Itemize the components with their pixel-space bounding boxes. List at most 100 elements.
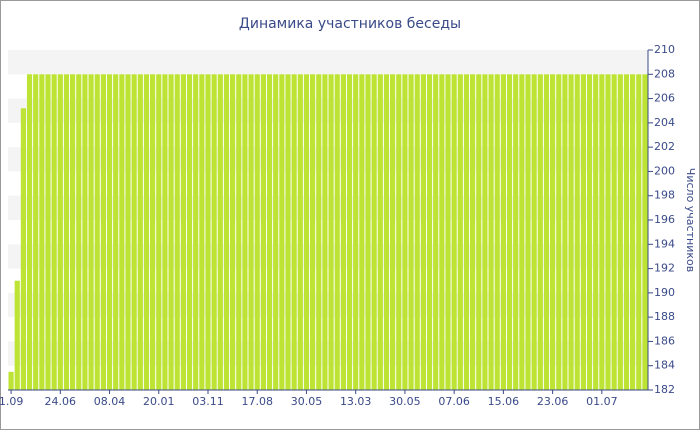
bar: [377, 74, 383, 391]
bar: [137, 74, 143, 391]
y-tick-label: 186: [654, 334, 675, 347]
bar: [113, 74, 119, 391]
y-tick-label: 210: [654, 43, 675, 56]
bar: [353, 74, 359, 391]
y-tick-label: 198: [654, 189, 675, 202]
bar: [119, 74, 125, 391]
bar: [599, 74, 605, 391]
bar: [426, 74, 433, 391]
bar: [322, 74, 328, 391]
bar: [617, 74, 623, 391]
bar: [254, 74, 260, 391]
x-tick-label: 30.05: [389, 395, 421, 408]
bar: [193, 74, 199, 391]
y-axis-label: Число участников: [684, 168, 697, 272]
bar: [642, 74, 648, 391]
bar: [266, 74, 273, 391]
bar: [537, 74, 543, 391]
bar: [482, 74, 488, 391]
bar: [519, 74, 525, 391]
bar: [186, 74, 193, 391]
bar: [439, 74, 445, 391]
y-tick-label: 196: [654, 213, 675, 226]
bar: [33, 74, 39, 391]
bar: [291, 74, 297, 391]
bar: [457, 74, 463, 391]
x-tick-label: 03.11: [192, 395, 224, 408]
bar: [63, 74, 70, 391]
bar: [328, 74, 334, 391]
bar: [57, 74, 63, 391]
bar: [623, 74, 630, 391]
x-tick-label: 08.04: [94, 395, 126, 408]
bar: [45, 74, 51, 391]
x-tick-label: 15.06: [488, 395, 520, 408]
bar: [70, 74, 76, 391]
x-tick-label: 24.06: [45, 395, 77, 408]
bar: [217, 74, 223, 391]
bar: [39, 74, 45, 391]
bar: [162, 74, 168, 391]
bar: [636, 74, 642, 391]
y-tick-label: 204: [654, 116, 675, 129]
bar: [463, 74, 470, 391]
bar: [297, 74, 303, 391]
bar: [260, 74, 266, 391]
y-tick-label: 200: [654, 164, 675, 177]
bar: [383, 74, 390, 391]
bar: [451, 74, 457, 391]
bar: [156, 74, 162, 391]
bar: [273, 74, 279, 391]
bar: [420, 74, 426, 391]
bar: [205, 74, 211, 391]
y-tick-label: 188: [654, 310, 675, 323]
bar: [402, 74, 408, 391]
bar: [230, 74, 236, 391]
y-tick-label: 184: [654, 359, 675, 372]
bar: [143, 74, 150, 391]
bar: [580, 74, 586, 391]
bar: [470, 74, 476, 391]
bar: [630, 74, 636, 391]
bar: [174, 74, 180, 391]
bar: [285, 74, 291, 391]
bar: [131, 74, 137, 391]
bar: [279, 74, 285, 391]
chart-title: Динамика участников беседы: [239, 16, 461, 32]
x-tick-label: 13.03: [340, 395, 372, 408]
bar: [488, 74, 494, 391]
grid-band: [8, 50, 648, 75]
bar: [506, 74, 513, 391]
y-tick-label: 194: [654, 237, 675, 250]
y-tick-label: 208: [654, 67, 675, 80]
bar: [236, 74, 242, 391]
bar: [531, 74, 537, 391]
bar: [248, 74, 254, 391]
bar: [303, 74, 310, 391]
bar: [26, 74, 33, 391]
bar: [476, 74, 482, 391]
bar: [414, 74, 420, 391]
x-tick-label: 17.08: [241, 395, 273, 408]
bar: [611, 74, 617, 391]
bar: [88, 74, 94, 391]
bar: [20, 108, 26, 391]
y-tick-label: 202: [654, 140, 675, 153]
bar: [568, 74, 574, 391]
bar: [556, 74, 562, 391]
bar: [334, 74, 340, 391]
bar: [242, 74, 248, 391]
bar: [310, 74, 316, 391]
bar: [340, 74, 346, 391]
bar: [8, 371, 14, 390]
bar: [125, 74, 131, 391]
bar: [396, 74, 402, 391]
bar: [433, 74, 439, 391]
bar: [211, 74, 217, 391]
bar: [593, 74, 599, 391]
bar: [494, 74, 500, 391]
bar: [346, 74, 353, 391]
bar: [359, 74, 365, 391]
bar: [513, 74, 519, 391]
